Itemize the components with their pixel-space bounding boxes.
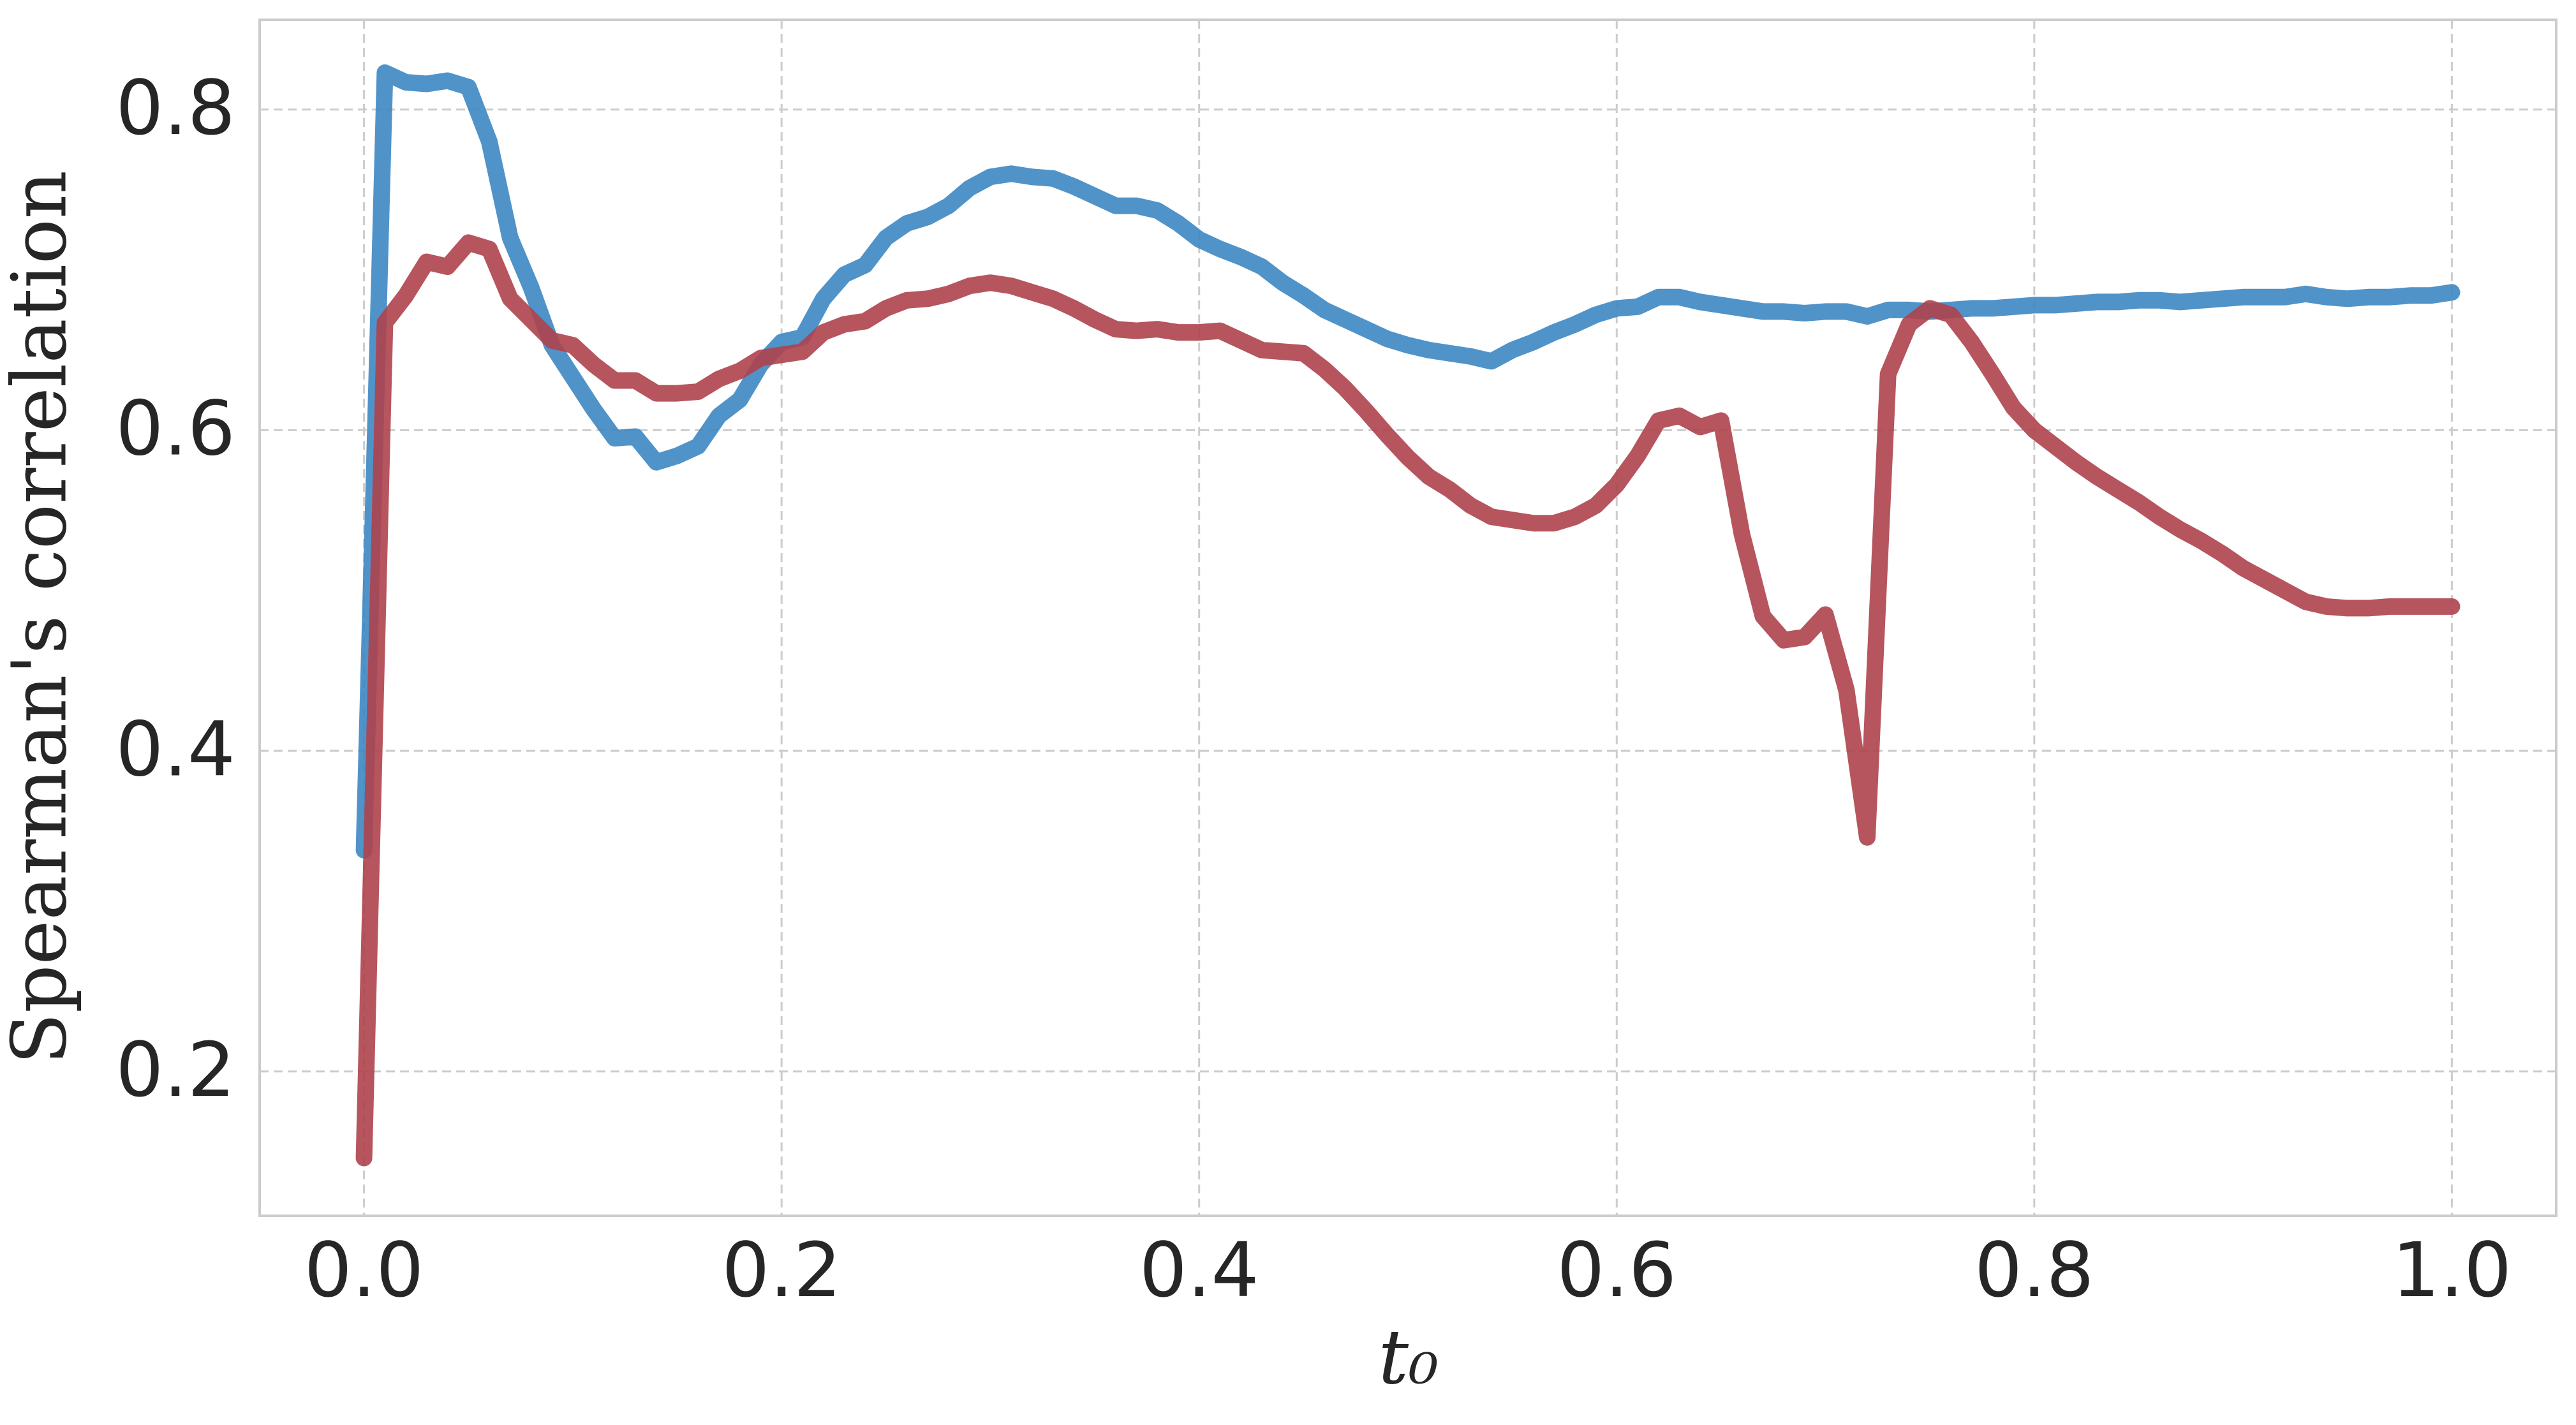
x-tick-label: 0.0 [304,1226,424,1314]
y-tick-label: 0.2 [115,1026,235,1114]
x-tick-label: 0.4 [1139,1226,1259,1314]
y-tick-label: 0.8 [115,64,235,152]
data-line [355,64,2461,859]
y-tick-label: 0.6 [115,385,235,473]
x-tick-label: 0.8 [1974,1226,2094,1314]
y-axis-label: Spearman's correlation [0,170,84,1065]
plot-frame [258,18,2557,1217]
x-axis-label: t₀ [1379,1313,1439,1401]
x-tick-label: 1.0 [2392,1226,2512,1314]
x-tick-label: 0.2 [722,1226,841,1314]
x-tick-label: 0.6 [1557,1226,1677,1314]
y-tick-label: 0.4 [115,705,235,793]
data-line [355,234,2461,1167]
